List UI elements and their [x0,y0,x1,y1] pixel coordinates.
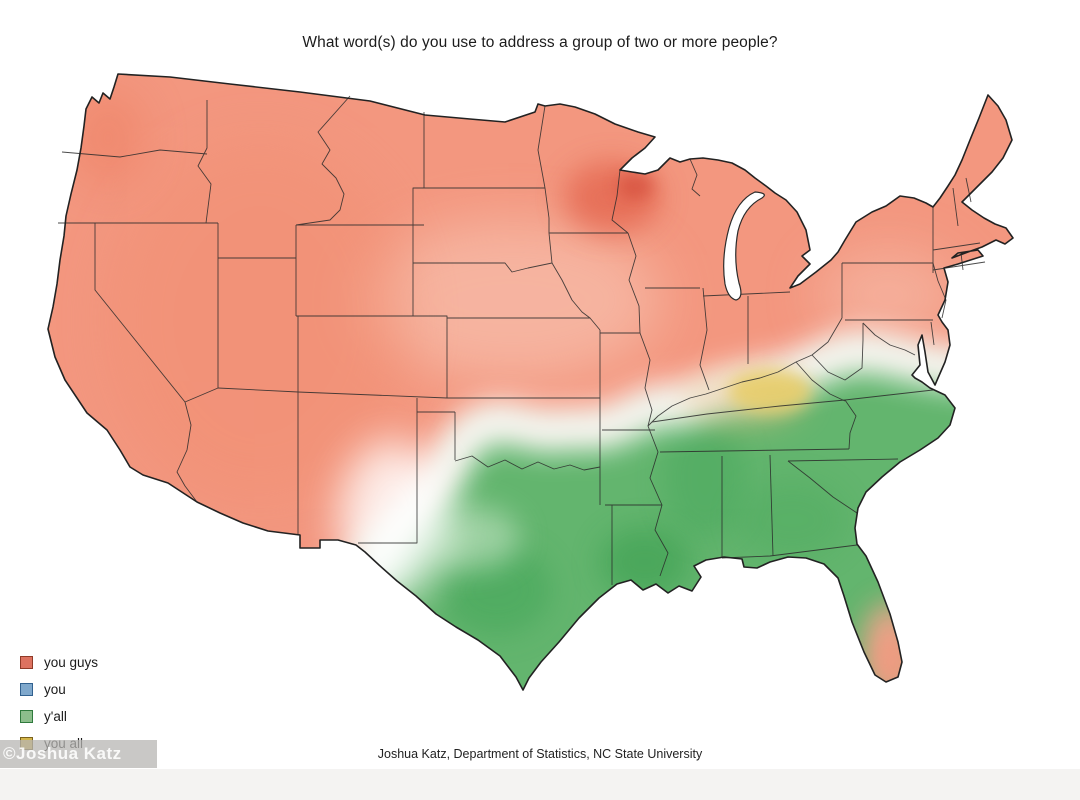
you-guys-swatch-icon [20,656,33,669]
legend-item-you: you [20,676,98,703]
legend-item-yall: y'all [20,703,98,730]
yall-swatch-icon [20,710,33,723]
you-swatch-icon [20,683,33,696]
legend-item-you-guys: you guys [20,649,98,676]
legend-label: you [44,682,66,697]
us-outline [47,73,1014,691]
attribution-caption: Joshua Katz, Department of Statistics, N… [377,747,703,761]
bottom-strip [0,769,1080,800]
lake-michigan [723,191,765,301]
watermark-text: ©Joshua Katz [3,744,122,763]
legend-label: you guys [44,655,99,670]
state-borders [58,95,986,585]
legend-label: y'all [44,709,67,724]
question-title: What word(s) do you use to address a gro… [302,34,778,51]
white-transition-band [331,329,1013,669]
watermark-bar: ©Joshua Katz [0,740,157,768]
